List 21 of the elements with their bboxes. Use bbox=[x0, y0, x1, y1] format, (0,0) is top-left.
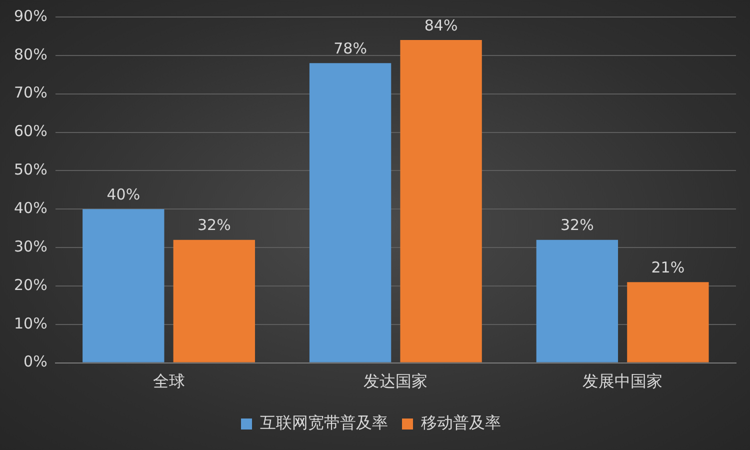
y-tick-label: 0% bbox=[24, 352, 48, 371]
x-tick-label: 发展中国家 bbox=[582, 372, 663, 391]
y-tick-label: 50% bbox=[14, 160, 48, 179]
y-tick-label: 10% bbox=[14, 314, 48, 332]
legend-label: 互联网宽带普及率 bbox=[260, 413, 388, 432]
y-tick-label: 90% bbox=[14, 6, 48, 25]
y-tick-label: 70% bbox=[14, 84, 48, 102]
legend-label: 移动普及率 bbox=[421, 413, 501, 432]
y-tick-label: 20% bbox=[14, 276, 48, 294]
y-tick-label: 60% bbox=[14, 122, 48, 140]
y-tick-label: 40% bbox=[14, 199, 48, 217]
y-tick-label: 80% bbox=[14, 45, 48, 64]
x-tick-label: 全球 bbox=[152, 372, 185, 391]
data-label: 32% bbox=[197, 216, 231, 234]
y-tick-label: 30% bbox=[14, 237, 48, 256]
data-label: 84% bbox=[424, 16, 458, 34]
x-tick-label: 发达国家 bbox=[364, 372, 428, 391]
data-label: 21% bbox=[651, 258, 685, 277]
data-label: 78% bbox=[334, 39, 367, 58]
data-label: 40% bbox=[106, 186, 140, 204]
data-label: 32% bbox=[560, 216, 594, 234]
